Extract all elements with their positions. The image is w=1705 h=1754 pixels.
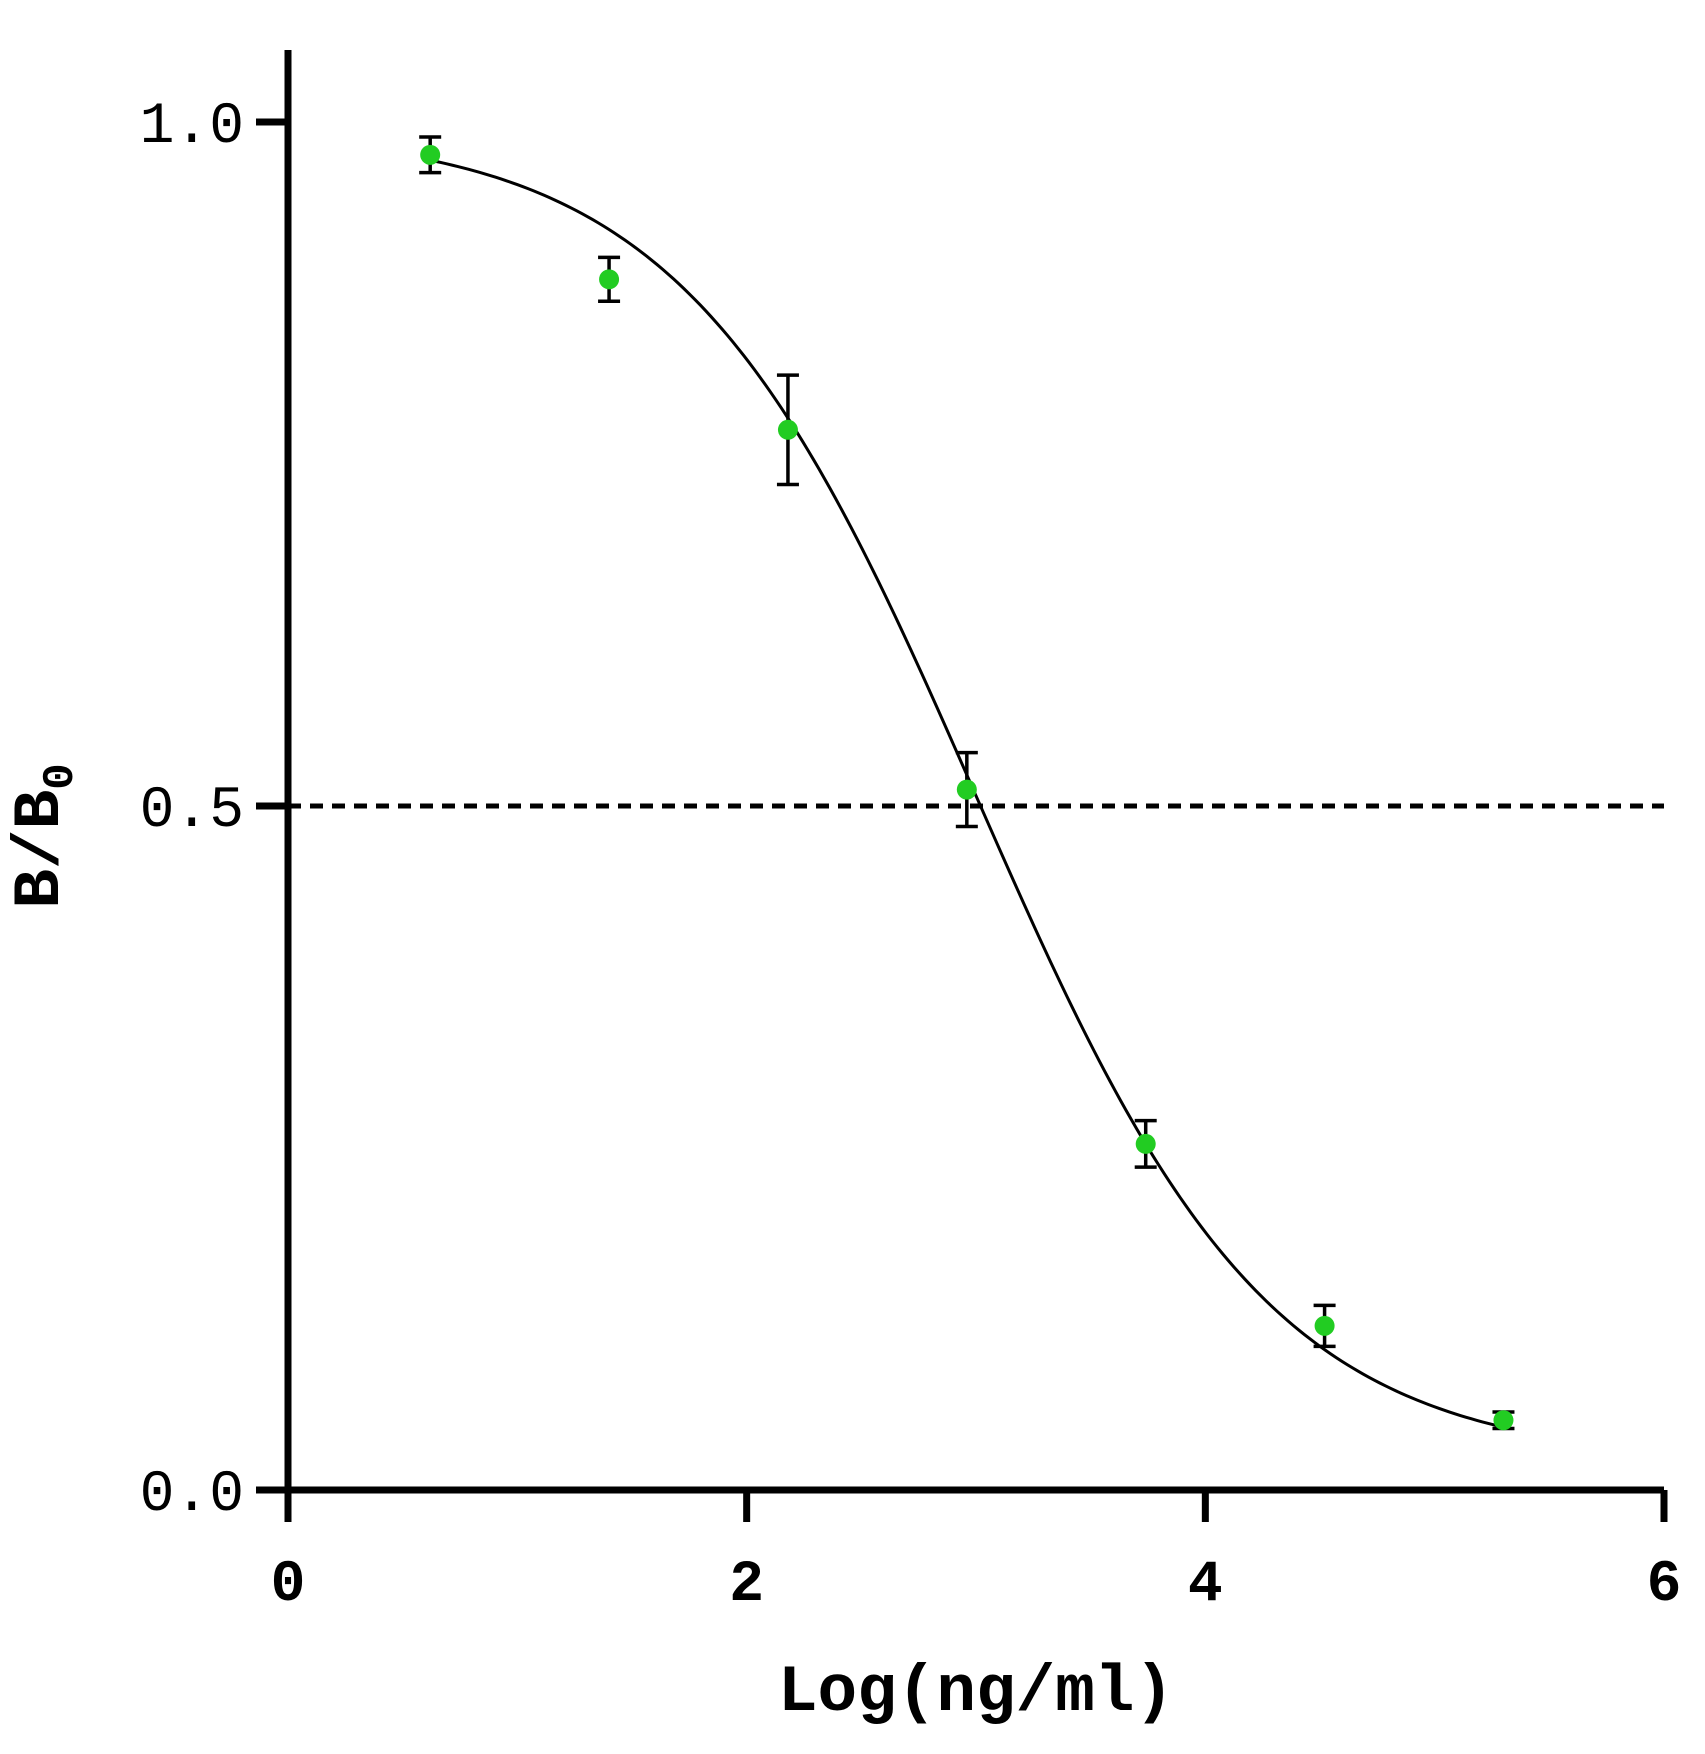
x-tick-label: 0 <box>271 1553 306 1618</box>
plot-area: 0.0 0.5 1.0 0 2 4 6 <box>140 50 1682 1618</box>
data-point <box>420 144 441 165</box>
data-point <box>1135 1133 1156 1154</box>
y-axis-title: B/B0 <box>3 763 86 908</box>
data-point <box>599 269 620 290</box>
y-axis-title-subscript: 0 <box>36 763 86 789</box>
x-tick-label: 4 <box>1188 1553 1223 1618</box>
x-tick-label: 6 <box>1647 1553 1682 1618</box>
data-point <box>956 779 977 800</box>
fit-curve <box>425 157 1504 1429</box>
data-point <box>1314 1315 1335 1336</box>
x-tick-label: 2 <box>729 1553 764 1618</box>
data-point <box>777 419 798 440</box>
y-tick-label: 1.0 <box>140 95 244 160</box>
y-tick-label: 0.0 <box>140 1463 244 1528</box>
y-tick-label: 0.5 <box>140 779 244 844</box>
data-point <box>1493 1410 1514 1431</box>
x-axis-title: Log(ng/ml) <box>778 1655 1174 1730</box>
y-axis-title-main: B/B <box>3 790 78 909</box>
